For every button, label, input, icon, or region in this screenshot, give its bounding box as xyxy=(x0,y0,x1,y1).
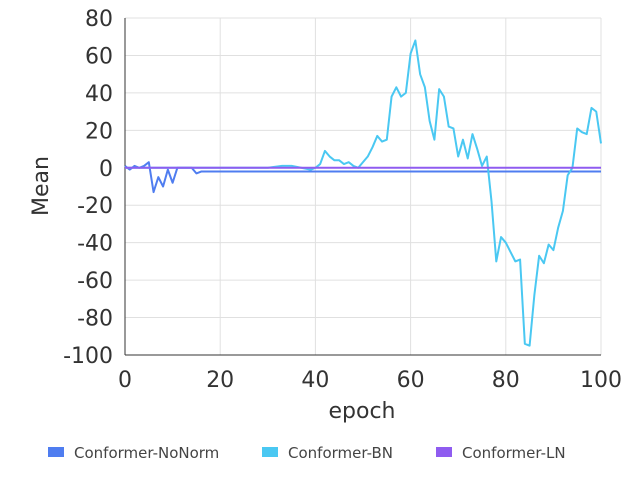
series-line-1 xyxy=(125,39,602,347)
series-line-0 xyxy=(124,161,601,194)
legend-label: Conformer-NoNorm xyxy=(74,444,219,462)
y-tick-label: -60 xyxy=(77,269,113,294)
grid xyxy=(124,17,602,356)
x-tick-label: 100 xyxy=(580,368,622,393)
y-tick-label: 80 xyxy=(85,7,113,32)
legend: Conformer-NoNorm Conformer-BN Conformer-LN xyxy=(48,444,566,462)
y-axis-title: Mean xyxy=(29,156,54,216)
x-tick-label: 80 xyxy=(492,368,520,393)
x-tick-label: 0 xyxy=(118,368,132,393)
y-tick-label: -100 xyxy=(63,344,113,369)
y-tick-label: 0 xyxy=(99,157,113,182)
legend-label: Conformer-BN xyxy=(288,444,393,462)
series-lines xyxy=(124,39,602,347)
x-tick-label: 40 xyxy=(301,368,329,393)
y-tick-label: -40 xyxy=(77,232,113,257)
x-axis-title: epoch xyxy=(329,399,396,424)
y-tick-label: 20 xyxy=(85,119,113,144)
y-tick-label: 60 xyxy=(85,44,113,69)
x-tick-label: 20 xyxy=(206,368,234,393)
legend-swatch xyxy=(436,447,452,457)
y-tick-label: -20 xyxy=(77,194,113,219)
legend-swatch xyxy=(262,447,278,457)
y-tick-label: -80 xyxy=(77,307,113,332)
legend-swatch xyxy=(48,447,64,457)
legend-label: Conformer-LN xyxy=(462,444,566,462)
x-tick-label: 60 xyxy=(397,368,425,393)
y-tick-label: 40 xyxy=(85,82,113,107)
